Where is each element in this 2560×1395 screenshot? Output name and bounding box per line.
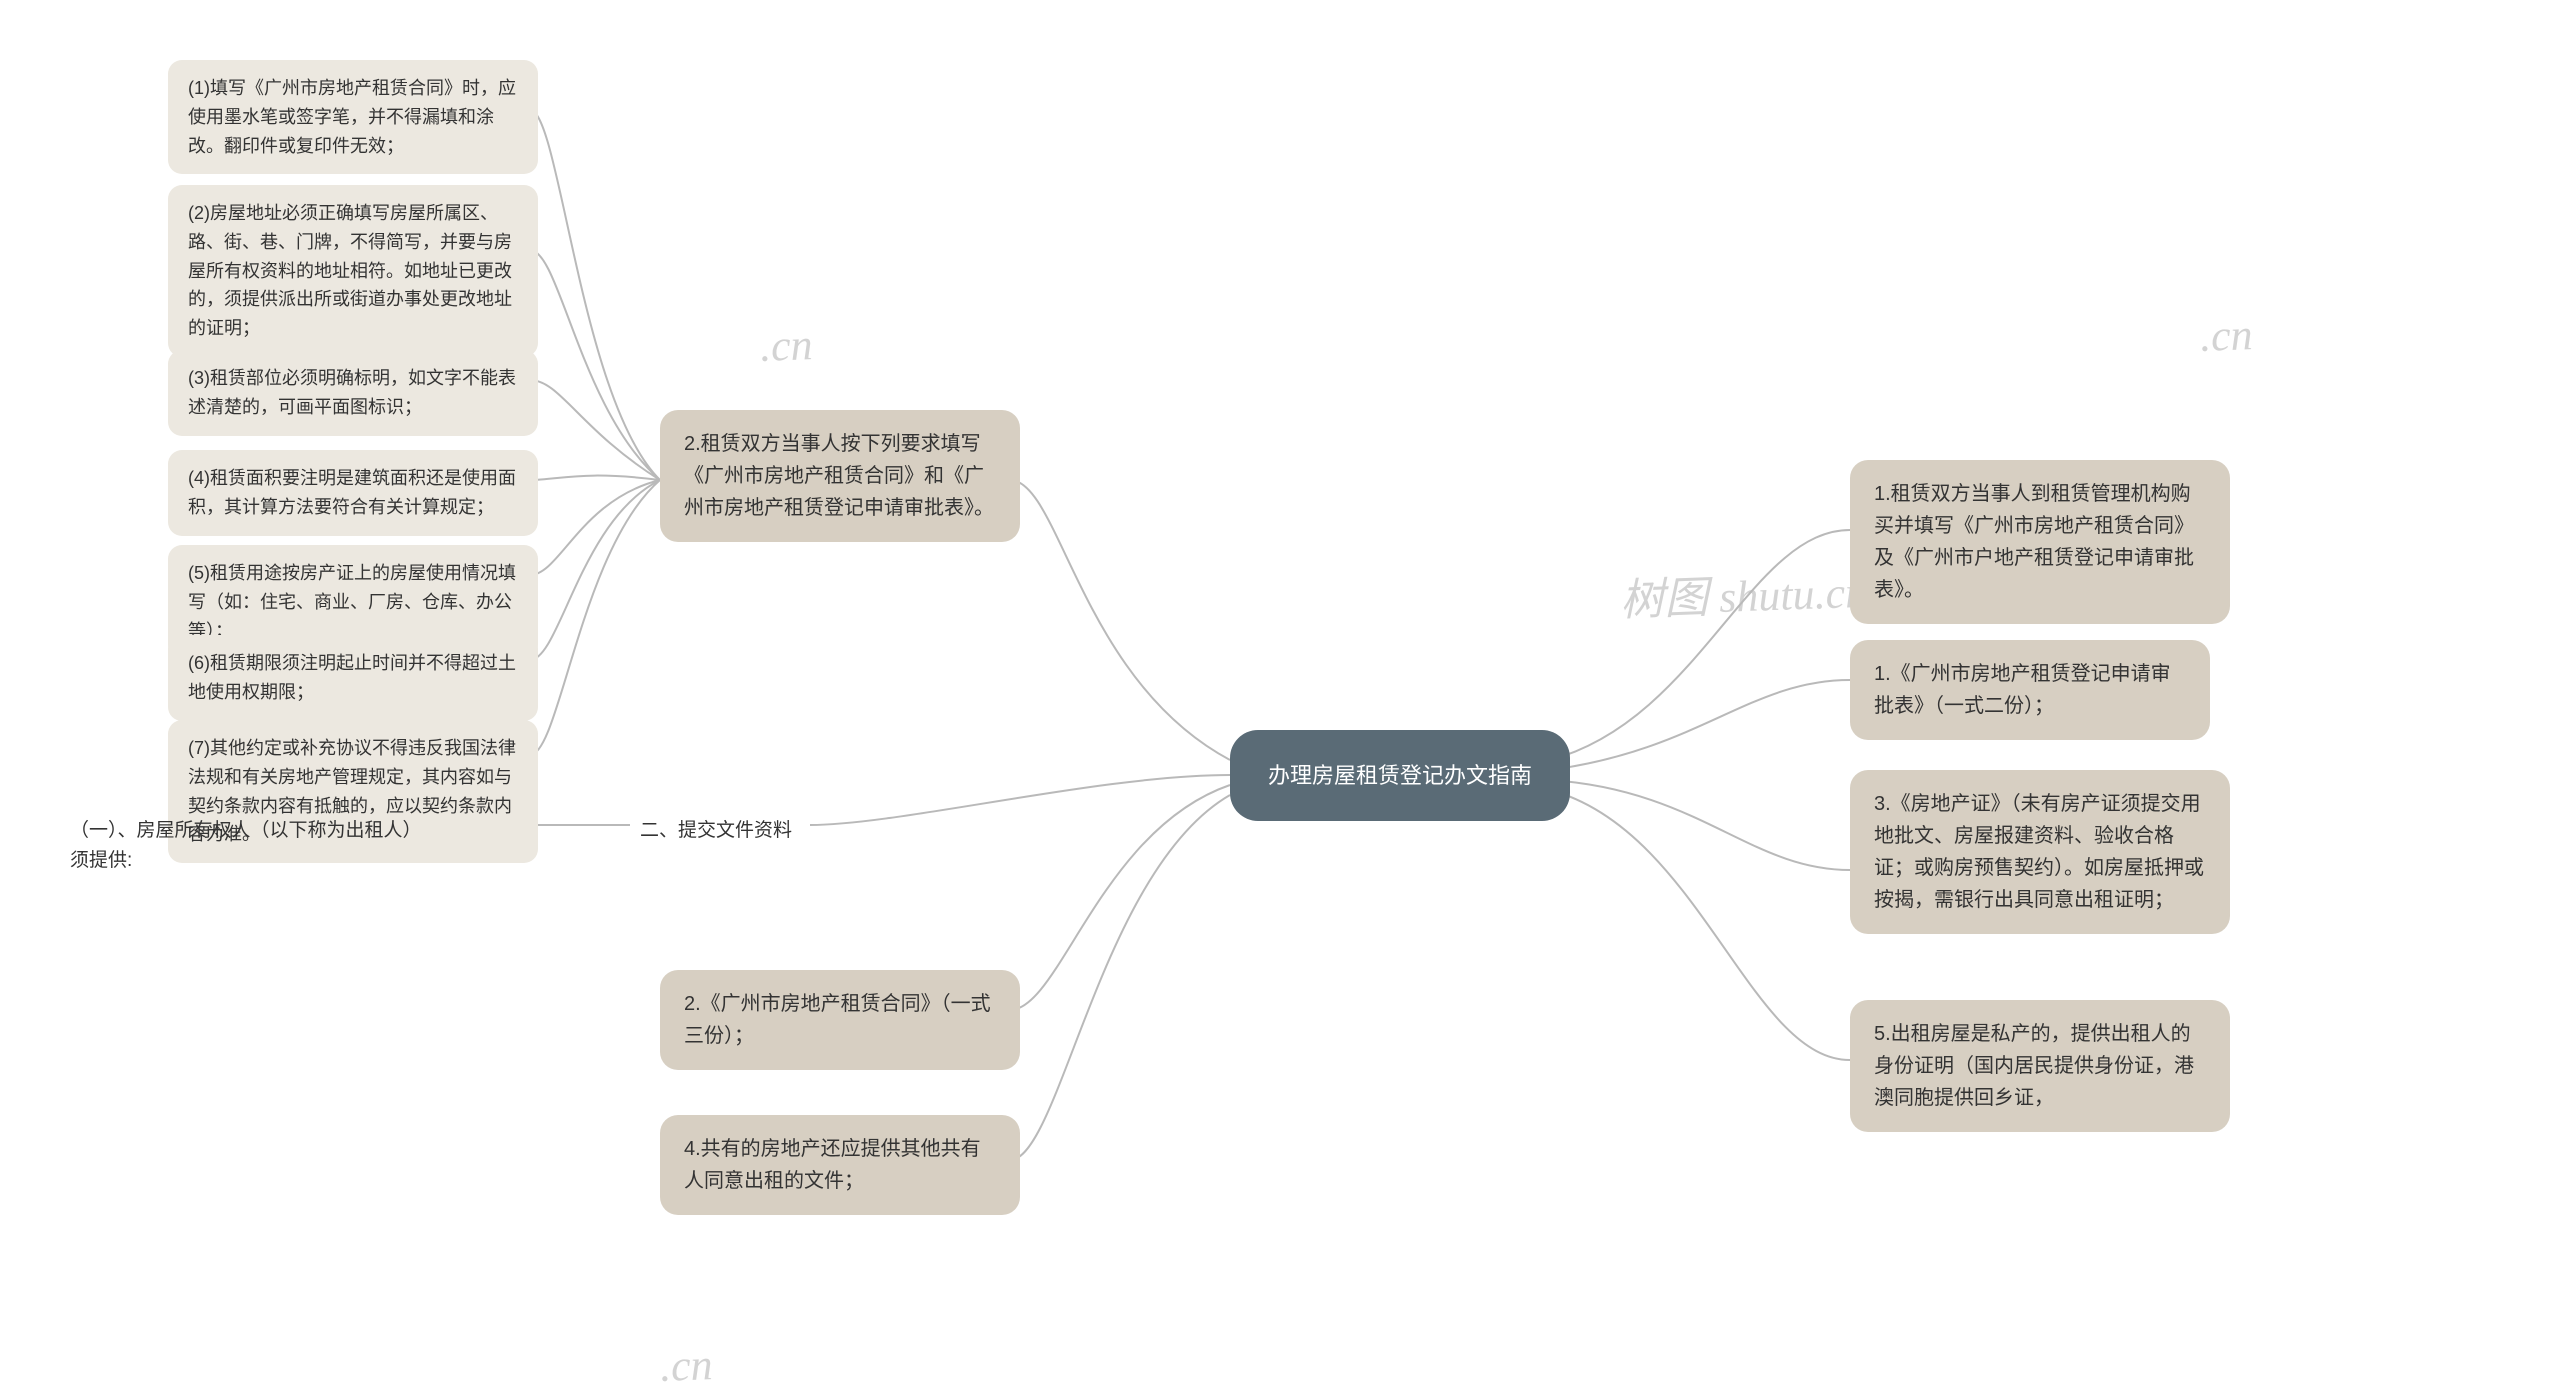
right-branch-1: 1.租赁双方当事人到租赁管理机构购买并填写《广州市房地产租赁合同》及《广州市户地… [1850,460,2230,624]
right-branch-4: 5.出租房屋是私产的，提供出租人的身份证明（国内居民提供身份证，港澳同胞提供回乡… [1850,1000,2230,1132]
central-label: 办理房屋租赁登记办文指南 [1268,763,1532,788]
left-branch-text: 二、提交文件资料 [640,820,792,841]
right-branch-text: 3.《房地产证》（未有房产证须提交用地批文、房屋报建资料、验收合格证；或购房预售… [1874,793,2204,911]
left-branch-1: 2.租赁双方当事人按下列要求填写《广州市房地产租赁合同》和《广州市房地产租赁登记… [660,410,1020,542]
watermark: .cn [759,319,813,372]
right-branch-text: 1.租赁双方当事人到租赁管理机构购买并填写《广州市房地产租赁合同》及《广州市户地… [1874,483,2194,601]
left-branch-4: 4.共有的房地产还应提供其他共有人同意出租的文件； [660,1115,1020,1215]
left-branch-text: 2.租赁双方当事人按下列要求填写《广州市房地产租赁合同》和《广州市房地产租赁登记… [684,433,994,519]
right-branch-3: 3.《房地产证》（未有房产证须提交用地批文、房屋报建资料、验收合格证；或购房预售… [1850,770,2230,934]
leaf-text: (5)租赁用途按房产证上的房屋使用情况填写（如：住宅、商业、厂房、仓库、办公等）… [188,563,516,641]
leaf-text: (2)房屋地址必须正确填写房屋所属区、路、街、巷、门牌，不得简写，并要与房屋所有… [188,203,512,338]
right-branch-text: 1.《广州市房地产租赁登记申请审批表》（一式二份）； [1874,663,2171,717]
left-branch-2: 二、提交文件资料 [630,810,830,852]
watermark: 树图 shutu.cn [1619,556,1868,629]
central-node: 办理房屋租赁登记办文指南 [1230,730,1570,821]
leaf-text: (1)填写《广州市房地产租赁合同》时，应使用墨水笔或签字笔，并不得漏填和涂改。翻… [188,78,516,156]
l2-child-1: （一）、房屋所有权人（以下称为出租人）须提供: [60,810,450,883]
leaf-text: (6)租赁期限须注明起止时间并不得超过土地使用权期限； [188,653,516,702]
detail-leaf-2: (2)房屋地址必须正确填写房屋所属区、路、街、巷、门牌，不得简写，并要与房屋所有… [168,185,538,357]
left-branch-text: 2.《广州市房地产租赁合同》（一式三份）； [684,993,991,1047]
right-branch-2: 1.《广州市房地产租赁登记申请审批表》（一式二份）； [1850,640,2210,740]
detail-leaf-3: (3)租赁部位必须明确标明，如文字不能表述清楚的，可画平面图标识； [168,350,538,436]
watermark: .cn [659,1339,713,1392]
detail-leaf-6: (6)租赁期限须注明起止时间并不得超过土地使用权期限； [168,635,538,721]
leaf-text: (3)租赁部位必须明确标明，如文字不能表述清楚的，可画平面图标识； [188,368,516,417]
leaf-text: (4)租赁面积要注明是建筑面积还是使用面积，其计算方法要符合有关计算规定； [188,468,516,517]
right-branch-text: 5.出租房屋是私产的，提供出租人的身份证明（国内居民提供身份证，港澳同胞提供回乡… [1874,1023,2194,1109]
left-branch-3: 2.《广州市房地产租赁合同》（一式三份）； [660,970,1020,1070]
leaf-text: （一）、房屋所有权人（以下称为出租人）须提供: [70,820,422,871]
detail-leaf-4: (4)租赁面积要注明是建筑面积还是使用面积，其计算方法要符合有关计算规定； [168,450,538,536]
watermark: .cn [2199,309,2253,362]
detail-leaf-1: (1)填写《广州市房地产租赁合同》时，应使用墨水笔或签字笔，并不得漏填和涂改。翻… [168,60,538,174]
left-branch-text: 4.共有的房地产还应提供其他共有人同意出租的文件； [684,1138,981,1192]
